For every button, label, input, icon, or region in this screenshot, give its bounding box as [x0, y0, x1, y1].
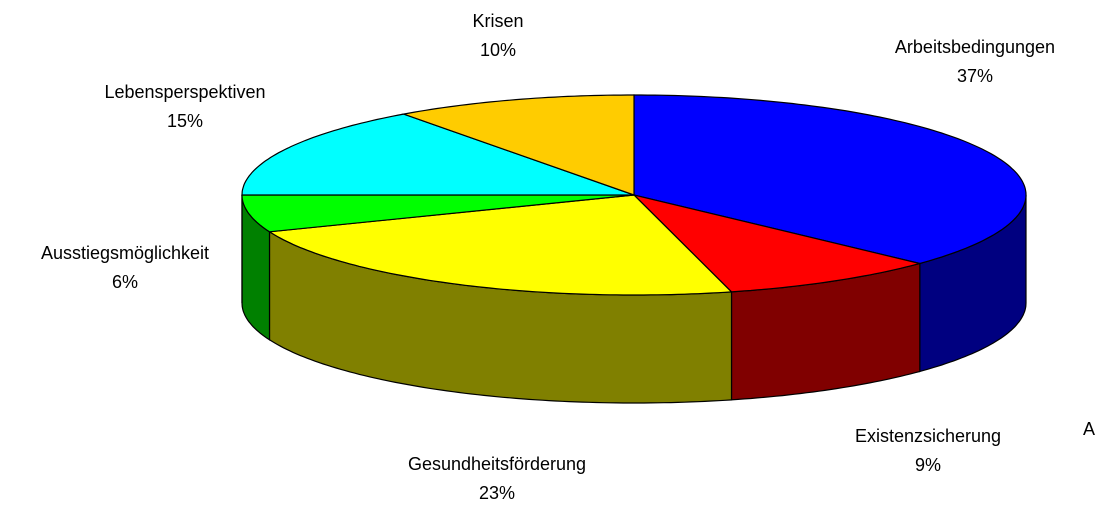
slice-label: Arbeitsbedingungen [895, 37, 1055, 57]
value-label: 10% [480, 40, 516, 60]
annotation: A [1083, 419, 1095, 439]
slice-label: Gesundheitsförderung [408, 454, 586, 474]
slice [241, 194, 635, 233]
slice [401, 94, 635, 196]
slice [633, 94, 1027, 265]
slice [241, 113, 635, 196]
slice-label: Lebensperspektiven [104, 82, 265, 102]
slice [267, 194, 733, 296]
value-label: 6% [112, 272, 138, 292]
value-label: 15% [167, 111, 203, 131]
value-label: 37% [957, 66, 993, 86]
slice-label: Existenzsicherung [855, 426, 1001, 446]
slice-label: Krisen [472, 11, 523, 31]
slice-label: Ausstiegsmöglichkeit [41, 243, 209, 263]
value-label: 23% [479, 483, 515, 501]
slice [632, 193, 920, 293]
value-label: 9% [915, 455, 941, 475]
